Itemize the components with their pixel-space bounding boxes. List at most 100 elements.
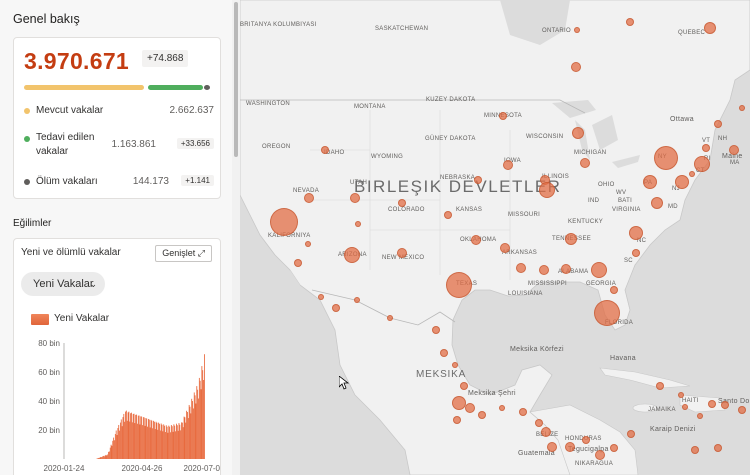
case-bubble[interactable] [465,403,475,413]
case-bubble[interactable] [432,326,440,334]
case-bubble[interactable] [440,349,448,357]
case-bubble[interactable] [682,404,688,410]
case-bubble[interactable] [714,444,722,452]
chart-bar [108,451,110,459]
case-bubble[interactable] [474,176,482,184]
case-bubble[interactable] [318,294,324,300]
expand-button[interactable]: Genişlet ⤢ [155,245,212,262]
chart-bar [98,457,100,459]
panel-scrollbar[interactable] [232,0,240,475]
case-bubble[interactable] [654,146,678,170]
case-bubble[interactable] [571,62,581,72]
case-bubble[interactable] [354,297,360,303]
case-bubble[interactable] [721,401,729,409]
case-bubble[interactable] [499,112,507,120]
case-bubble[interactable] [471,235,481,245]
case-bubble[interactable] [332,304,340,312]
case-bubble[interactable] [572,127,584,139]
case-bubble[interactable] [516,263,526,273]
case-bubble[interactable] [547,442,557,452]
case-bubble[interactable] [453,416,461,424]
scrollbar-thumb[interactable] [234,2,238,157]
case-bubble[interactable] [387,315,393,321]
case-bubble[interactable] [629,226,643,240]
case-bubble[interactable] [678,392,684,398]
case-bubble[interactable] [541,427,551,437]
chart-bar [200,389,202,459]
case-bubble[interactable] [355,221,361,227]
case-bubble[interactable] [675,175,689,189]
case-bubble[interactable] [452,396,466,410]
map-label-mt: MONTANA [354,104,386,110]
map-view[interactable]: BRITANYA KOLUMBIYASI SASKATCHEWAN ONTARI… [240,0,750,475]
expand-icon: ⤢ [197,248,205,258]
case-bubble[interactable] [739,105,745,111]
case-bubble[interactable] [539,182,555,198]
case-bubble[interactable] [478,411,486,419]
overview-card[interactable]: 3.970.671 +74.868 Mevcut vakalar 2.662.6… [13,37,221,199]
case-bubble[interactable] [294,259,302,267]
case-bubble[interactable] [539,265,549,275]
case-bubble[interactable] [689,171,695,177]
case-bubble[interactable] [626,18,634,26]
case-bubble[interactable] [535,419,543,427]
case-bubble[interactable] [702,144,710,152]
chart-bar [143,417,145,459]
case-bubble[interactable] [729,145,739,155]
case-bubble[interactable] [643,175,657,189]
case-bubble[interactable] [651,197,663,209]
case-bubble[interactable] [574,27,580,33]
case-bubble[interactable] [350,193,360,203]
case-bubble[interactable] [305,241,311,247]
case-bubble[interactable] [691,446,699,454]
chart-bar [119,430,120,459]
case-bubble[interactable] [452,362,458,368]
left-panel: Genel bakış 3.970.671 +74.868 Mevcut vak… [0,0,232,475]
case-bubble[interactable] [694,156,710,172]
case-bubble[interactable] [627,430,635,438]
metric-dropdown[interactable]: Yeni Vakalar ⌄ [21,272,105,296]
chart-bar [164,432,166,459]
case-bubble[interactable] [580,158,590,168]
case-bubble[interactable] [519,408,527,416]
case-bubble[interactable] [344,247,360,263]
case-bubble[interactable] [738,406,746,414]
case-bubble[interactable] [270,208,298,236]
chart-bar [169,426,171,459]
case-bubble[interactable] [714,120,722,128]
map-label-ne: NEBRASKA [440,175,476,181]
case-bubble[interactable] [610,286,618,294]
case-bubble[interactable] [397,248,407,258]
case-bubble[interactable] [503,160,513,170]
case-bubble[interactable] [565,442,575,452]
case-bubble[interactable] [398,199,406,207]
case-bubble[interactable] [656,382,664,390]
case-bubble[interactable] [565,233,577,245]
case-bubble[interactable] [594,300,620,326]
case-bubble[interactable] [446,272,472,298]
case-bubble[interactable] [708,400,716,408]
chart-bar [198,398,199,459]
case-bubble[interactable] [561,264,571,274]
case-bubble[interactable] [460,382,468,390]
case-bubble[interactable] [444,211,452,219]
case-bubble[interactable] [304,193,314,203]
case-bubble[interactable] [704,22,716,34]
case-bubble[interactable] [632,249,640,257]
case-bubble[interactable] [499,405,505,411]
chart-bar [170,432,171,459]
chart-bar [120,422,121,459]
recovered-dot-icon [24,136,30,142]
case-bubble[interactable] [500,243,510,253]
case-bubble[interactable] [697,413,703,419]
case-bubble[interactable] [582,436,590,444]
map-label-mi: MICHIGAN [574,150,607,156]
case-bubble[interactable] [595,450,605,460]
chart-bar [188,404,190,459]
case-bubble[interactable] [591,262,607,278]
legend-swatch [31,314,49,325]
case-bubble[interactable] [610,444,618,452]
case-bubble[interactable] [321,146,329,154]
chart-bar [177,430,179,459]
